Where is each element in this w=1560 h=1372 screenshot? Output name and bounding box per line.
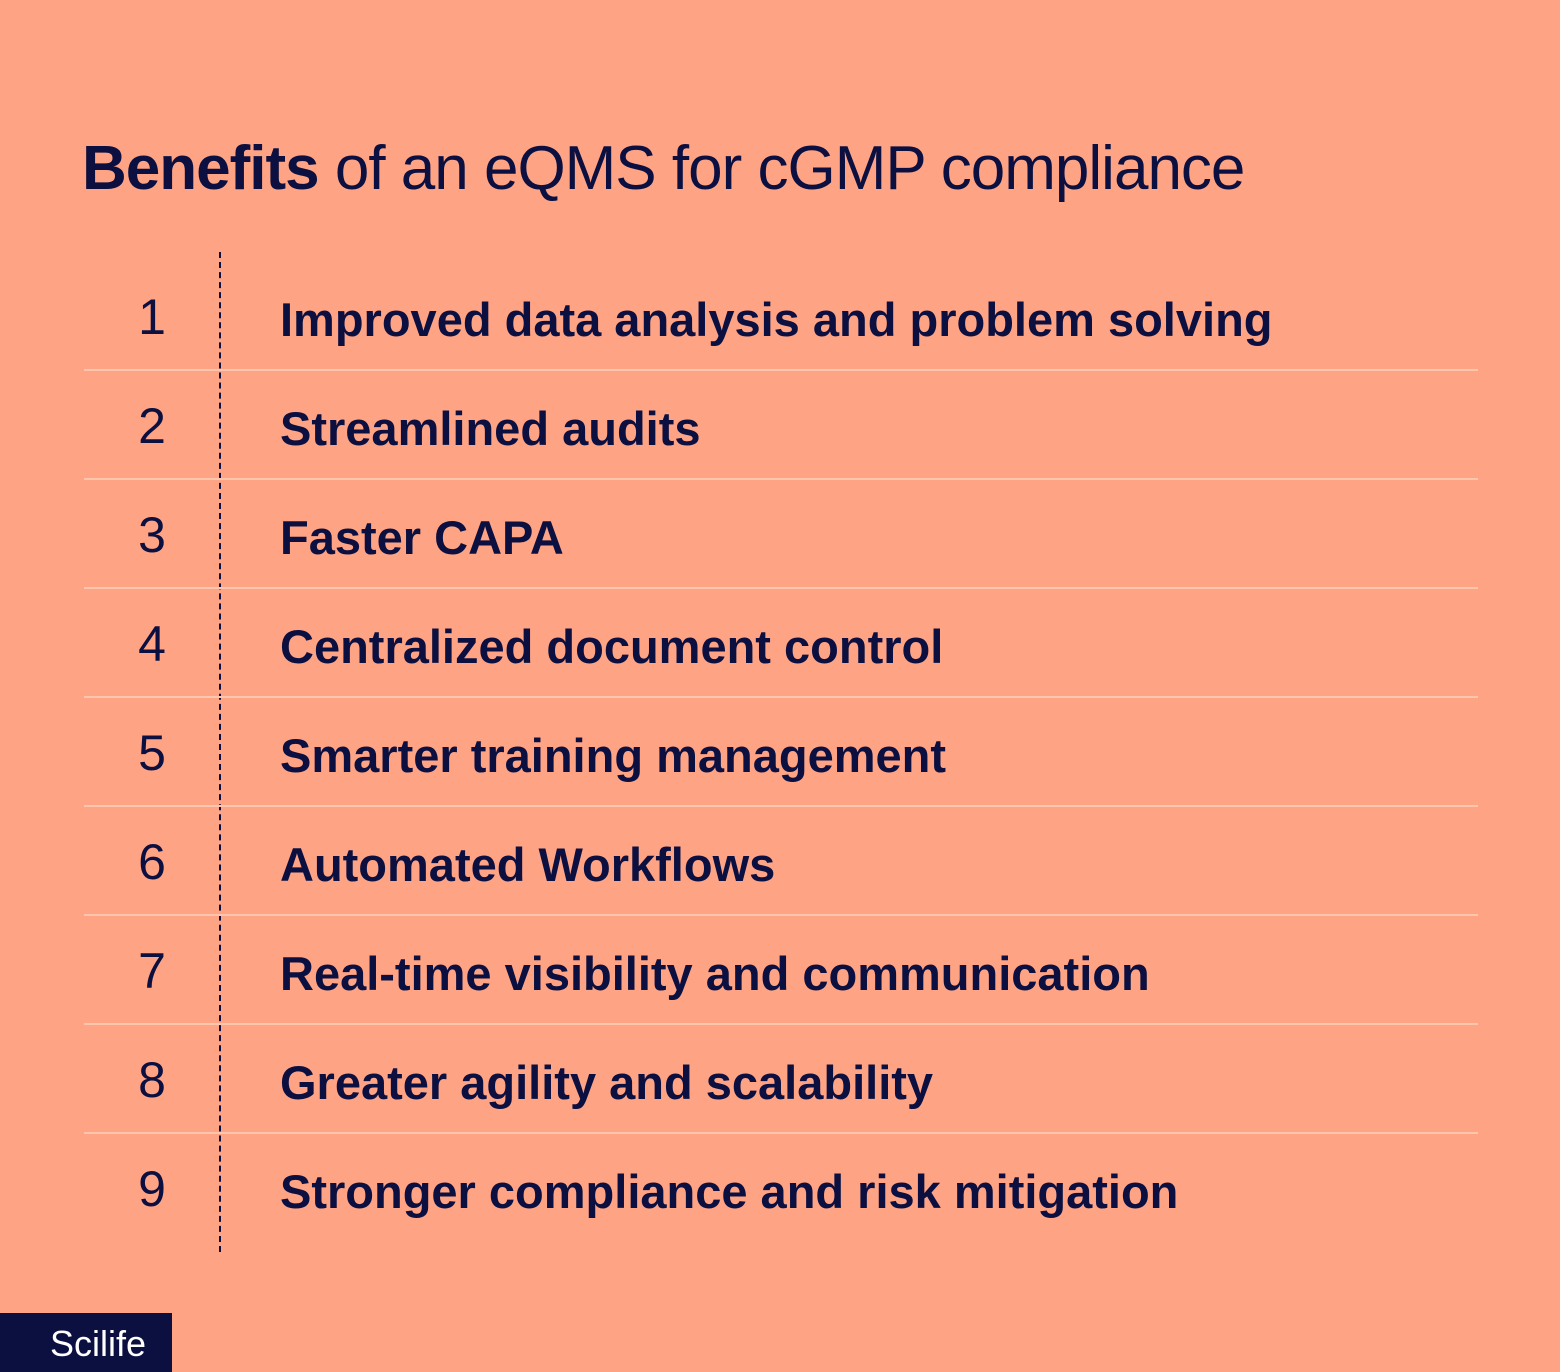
list-item: 8 Greater agility and scalability bbox=[84, 1025, 1478, 1134]
list-item: 4 Centralized document control bbox=[84, 589, 1478, 698]
benefits-list: 1 Improved data analysis and problem sol… bbox=[84, 262, 1478, 1241]
item-label: Centralized document control bbox=[280, 620, 944, 673]
page-title: Benefits of an eQMS for cGMP compliance bbox=[82, 137, 1245, 200]
item-number: 7 bbox=[138, 943, 166, 999]
item-number: 6 bbox=[138, 834, 166, 890]
list-item: 6 Automated Workflows bbox=[84, 807, 1478, 916]
title-bold: Benefits bbox=[82, 133, 320, 203]
item-label: Smarter training management bbox=[280, 729, 947, 782]
item-label: Real-time visibility and communication bbox=[280, 947, 1150, 1000]
item-label: Streamlined audits bbox=[280, 402, 701, 455]
item-label: Greater agility and scalability bbox=[280, 1056, 934, 1109]
list-item: 3 Faster CAPA bbox=[84, 480, 1478, 589]
item-label: Improved data analysis and problem solvi… bbox=[280, 293, 1273, 346]
item-number: 4 bbox=[138, 616, 166, 672]
item-number: 2 bbox=[138, 398, 166, 454]
list-item: 5 Smarter training management bbox=[84, 698, 1478, 807]
dashed-divider bbox=[219, 252, 221, 1252]
title-rest: of an eQMS for cGMP compliance bbox=[318, 133, 1246, 203]
item-label: Faster CAPA bbox=[280, 511, 564, 564]
item-number: 9 bbox=[138, 1161, 166, 1217]
item-label: Automated Workflows bbox=[280, 838, 776, 891]
item-number: 1 bbox=[138, 289, 166, 345]
item-number: 3 bbox=[138, 507, 166, 563]
item-number: 5 bbox=[138, 725, 166, 781]
list-item: 9 Stronger compliance and risk mitigatio… bbox=[84, 1134, 1478, 1241]
list-item: 1 Improved data analysis and problem sol… bbox=[84, 262, 1478, 371]
list-item: 2 Streamlined audits bbox=[84, 371, 1478, 480]
item-number: 8 bbox=[138, 1052, 166, 1108]
list-item: 7 Real-time visibility and communication bbox=[84, 916, 1478, 1025]
scilife-logo: Scilife bbox=[0, 1313, 172, 1372]
item-label: Stronger compliance and risk mitigation bbox=[280, 1165, 1179, 1218]
